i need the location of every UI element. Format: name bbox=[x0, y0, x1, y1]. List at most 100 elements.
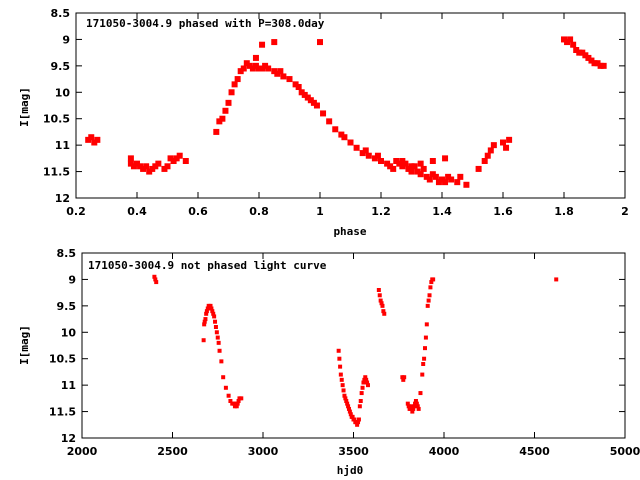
unphased-data-point bbox=[365, 380, 370, 385]
unphased-data-point bbox=[214, 330, 219, 335]
unphased-data-point bbox=[213, 325, 218, 329]
phased-data-point bbox=[234, 76, 241, 83]
unphased-data-point bbox=[217, 348, 222, 353]
phased-data-point bbox=[146, 168, 153, 175]
unphased-data-point bbox=[204, 309, 209, 314]
unphased-data-point bbox=[364, 377, 369, 382]
unphased-data-point bbox=[210, 309, 215, 314]
unphased-data-point bbox=[428, 285, 433, 290]
unphased-x-axis-label: hjd0 bbox=[337, 464, 364, 477]
phased-y-tick-label: 8.5 bbox=[51, 7, 71, 20]
phased-data-point bbox=[481, 158, 488, 164]
unphased-x-tick-label: 3000 bbox=[248, 445, 279, 458]
unphased-y-tick-label: 10 bbox=[61, 326, 77, 339]
phased-data-point bbox=[313, 102, 320, 109]
unphased-x-tick-label: 4000 bbox=[429, 445, 460, 458]
phased-x-tick-label: 2 bbox=[621, 205, 629, 218]
phased-data-point bbox=[271, 39, 278, 46]
phased-data-point bbox=[143, 163, 150, 170]
unphased-data-point bbox=[340, 383, 345, 388]
unphased-data-point bbox=[425, 303, 430, 308]
phased-data-point bbox=[310, 99, 317, 106]
unphased-data-point bbox=[414, 401, 419, 406]
phased-y-tick-label: 11.5 bbox=[43, 166, 70, 179]
unphased-data-point bbox=[215, 335, 220, 340]
phased-data-point bbox=[259, 65, 266, 72]
unphased-data-point bbox=[422, 346, 427, 351]
phased-data-point bbox=[393, 158, 400, 164]
unphased-data-point bbox=[234, 404, 239, 409]
phased-axis-ticks: 0.2 0.4 0.6 0.8 1 1.2 1.4 1.6 1.8 2 8.5 9 9.5 10 10.5 1… bbox=[43, 7, 629, 218]
unphased-data-point bbox=[236, 399, 241, 403]
phased-data-point bbox=[439, 176, 445, 183]
phased-data-point bbox=[301, 91, 308, 98]
phased-data-point bbox=[484, 152, 491, 159]
unphased-data-point bbox=[338, 372, 343, 377]
phased-data-point bbox=[213, 128, 220, 135]
unphased-data-point bbox=[346, 404, 351, 409]
unphased-x-tick-label: 5000 bbox=[610, 445, 640, 458]
phased-data-point bbox=[567, 36, 574, 43]
unphased-data-point bbox=[421, 362, 426, 366]
phased-data-point bbox=[454, 179, 461, 186]
unphased-y-tick-label: 11 bbox=[61, 379, 76, 392]
unphased-data-point bbox=[381, 309, 386, 314]
unphased-data-point bbox=[380, 303, 385, 308]
phased-data-point bbox=[155, 160, 162, 167]
phased-data-point bbox=[170, 158, 177, 164]
phased-data-point bbox=[161, 165, 168, 172]
phased-data-point bbox=[399, 158, 406, 164]
phased-data-point bbox=[140, 165, 147, 172]
phased-data-point bbox=[298, 89, 305, 96]
unphased-data-point bbox=[363, 375, 368, 380]
phased-data-point bbox=[88, 134, 95, 141]
phased-data-point bbox=[280, 73, 287, 80]
phased-data-point bbox=[570, 41, 577, 48]
unphased-data-point bbox=[423, 335, 428, 340]
phased-data-point bbox=[228, 89, 235, 96]
unphased-data-point bbox=[342, 393, 347, 398]
phased-data-point bbox=[396, 160, 403, 167]
unphased-data-point bbox=[379, 301, 384, 306]
unphased-y-tick-label: 10.5 bbox=[49, 353, 76, 366]
phased-data-point bbox=[426, 176, 433, 183]
phased-data-point bbox=[487, 147, 494, 154]
phased-data-point bbox=[423, 173, 430, 180]
phased-data-point bbox=[338, 131, 345, 138]
unphased-data-point bbox=[355, 422, 360, 427]
phased-x-tick-label: 1.4 bbox=[432, 205, 452, 218]
phased-data-point bbox=[249, 65, 256, 72]
unphased-data-point bbox=[427, 293, 432, 298]
phased-data-point bbox=[582, 52, 589, 59]
phased-data-point bbox=[506, 136, 513, 143]
phased-x-tick-label: 1.8 bbox=[554, 205, 574, 218]
phased-data-point bbox=[463, 181, 470, 188]
phased-data-point bbox=[442, 179, 449, 186]
phased-data-point bbox=[429, 171, 436, 178]
phased-data-point bbox=[265, 65, 272, 72]
phased-data-point bbox=[307, 97, 314, 104]
phased-data-point bbox=[271, 68, 278, 75]
phased-data-point bbox=[414, 168, 421, 175]
phased-data-point bbox=[332, 126, 339, 133]
unphased-data-point bbox=[228, 399, 233, 403]
unphased-data-point bbox=[410, 409, 415, 414]
phased-data-point bbox=[182, 158, 189, 164]
unphased-y-tick-label: 8.5 bbox=[57, 247, 77, 260]
phased-data-point bbox=[503, 144, 510, 151]
phased-data-point bbox=[341, 134, 348, 141]
phased-x-tick-label: 0.4 bbox=[127, 205, 147, 218]
unphased-data-point bbox=[420, 372, 425, 377]
unphased-data-point bbox=[209, 306, 214, 311]
phased-data-point bbox=[561, 36, 567, 43]
unphased-y-tick-label: 12 bbox=[61, 432, 76, 445]
unphased-x-tick-label: 4500 bbox=[519, 445, 550, 458]
unphased-data-points bbox=[152, 274, 559, 427]
unphased-data-point bbox=[418, 391, 423, 396]
phased-data-point bbox=[405, 165, 412, 172]
phased-y-tick-label: 10.5 bbox=[43, 113, 70, 126]
phased-y-tick-label: 9 bbox=[62, 33, 70, 46]
phased-data-point bbox=[457, 173, 464, 180]
unphased-data-point bbox=[211, 311, 216, 316]
